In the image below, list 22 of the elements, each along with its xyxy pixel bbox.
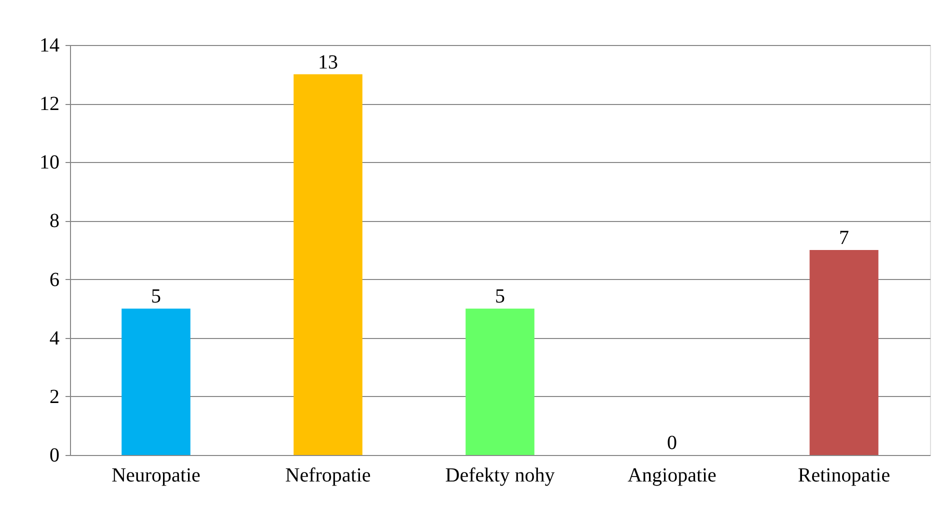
bar	[466, 308, 534, 455]
data-label: 7	[839, 227, 849, 249]
y-tick-label: 14	[40, 34, 60, 56]
y-tick-label: 4	[50, 327, 60, 350]
y-tick-label: 10	[40, 152, 60, 174]
bar	[122, 308, 190, 455]
x-tick-label: Defekty nohy	[445, 464, 555, 486]
y-tick-label: 8	[50, 210, 60, 232]
data-label: 13	[318, 51, 338, 74]
bar	[294, 74, 362, 455]
data-label: 5	[495, 286, 505, 308]
x-tick-label: Neuropatie	[112, 464, 201, 486]
x-tick-label: Nefropatie	[285, 464, 371, 486]
x-tick-label: Angiopatie	[628, 464, 717, 486]
data-label: 5	[151, 286, 161, 308]
y-tick-label: 0	[50, 444, 60, 466]
y-tick-label: 6	[50, 268, 60, 291]
y-tick-label: 2	[50, 386, 60, 408]
data-label: 0	[667, 432, 677, 454]
bar	[810, 250, 878, 455]
x-tick-label: Retinopatie	[798, 464, 890, 486]
y-tick-label: 12	[40, 93, 60, 116]
